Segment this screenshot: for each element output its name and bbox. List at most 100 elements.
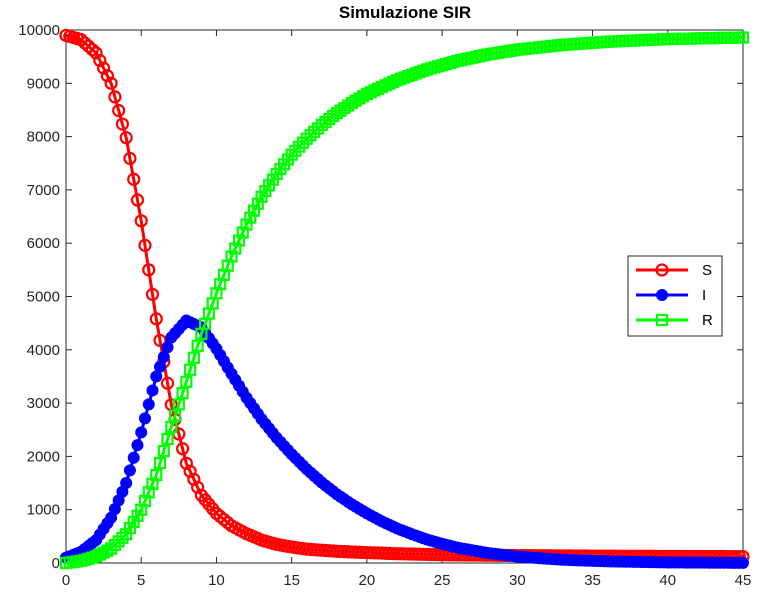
x-tick-label: 10 [208, 572, 225, 589]
data-point [135, 426, 148, 439]
legend-label: R [702, 312, 713, 329]
data-point [737, 556, 749, 569]
data-point [229, 242, 242, 255]
data-point [251, 197, 264, 210]
data-point [409, 67, 422, 80]
y-tick-label: 10000 [18, 22, 60, 39]
data-point [656, 289, 668, 301]
x-tick-label: 20 [359, 572, 376, 589]
data-point [175, 442, 190, 456]
data-point [225, 250, 238, 263]
data-point [390, 74, 404, 87]
data-point [375, 80, 389, 94]
data-point [232, 234, 246, 247]
legend-label: I [702, 287, 706, 304]
data-point [240, 218, 253, 231]
data-point [180, 375, 193, 388]
y-tick-label: 8000 [27, 129, 60, 146]
data-point [172, 398, 185, 411]
data-point [191, 339, 204, 352]
data-point [127, 172, 141, 186]
legend-item-i: I [636, 287, 706, 304]
data-point [149, 312, 163, 326]
data-point [160, 376, 175, 390]
y-tick-label: 9000 [27, 75, 60, 92]
data-point [74, 32, 88, 47]
data-point [145, 287, 160, 301]
data-point [398, 71, 411, 84]
data-point [165, 420, 178, 434]
x-tick-label: 40 [659, 572, 676, 589]
data-point [138, 494, 152, 508]
data-point [379, 79, 392, 92]
data-point [108, 90, 122, 104]
data-point [81, 39, 96, 53]
data-point [127, 515, 140, 529]
chart-title: Simulazione SIR [339, 3, 471, 22]
data-point [138, 412, 151, 425]
data-point [142, 486, 155, 499]
data-point [161, 432, 174, 446]
data-point [184, 363, 197, 376]
x-tick-label: 15 [283, 572, 300, 589]
data-point [115, 117, 130, 131]
data-point [85, 42, 99, 57]
x-tick-label: 35 [584, 572, 601, 589]
data-point [105, 542, 118, 555]
series-layer [59, 28, 750, 570]
data-point [138, 238, 152, 252]
data-point [364, 86, 377, 99]
data-point [78, 36, 92, 50]
data-point [150, 468, 163, 482]
x-tick-label: 25 [434, 572, 451, 589]
data-point [736, 31, 750, 44]
series-r [59, 31, 750, 570]
x-tick-label: 30 [509, 572, 526, 589]
data-point [142, 263, 156, 277]
data-point [405, 68, 419, 81]
data-point [142, 398, 155, 411]
data-point [127, 451, 140, 464]
y-tick-label: 5000 [27, 289, 60, 306]
data-point [387, 75, 400, 88]
data-point [308, 125, 321, 138]
legend-item-s: S [636, 262, 712, 279]
data-point [300, 132, 313, 145]
data-point [123, 464, 136, 477]
data-point [104, 76, 118, 90]
data-point [394, 72, 407, 85]
data-point [123, 521, 137, 535]
y-tick-label: 0 [52, 555, 60, 572]
data-point [655, 263, 669, 277]
data-point [131, 509, 144, 522]
data-point [417, 64, 430, 77]
data-point [120, 477, 133, 490]
data-point [360, 87, 373, 101]
data-point [413, 66, 426, 79]
x-tick-label: 5 [137, 572, 145, 589]
data-point [130, 193, 145, 207]
data-point [100, 69, 114, 83]
series-line [65, 35, 744, 565]
data-point [372, 82, 385, 95]
data-point [112, 535, 125, 548]
y-tick-label: 4000 [27, 342, 60, 359]
data-point [89, 46, 103, 60]
data-point [153, 333, 167, 347]
data-point [153, 456, 167, 470]
legend: SIR [627, 255, 723, 337]
data-point [176, 387, 189, 400]
legend-label: S [702, 262, 712, 279]
data-point [247, 204, 261, 217]
data-point [135, 503, 148, 516]
data-point [146, 384, 159, 397]
y-tick-label: 7000 [27, 182, 60, 199]
data-point [119, 131, 133, 145]
y-tick-label: 3000 [27, 395, 60, 412]
data-point [368, 84, 381, 97]
data-point [236, 226, 249, 239]
y-tick-label: 6000 [27, 235, 60, 252]
data-point [108, 538, 121, 552]
data-point [93, 53, 107, 68]
